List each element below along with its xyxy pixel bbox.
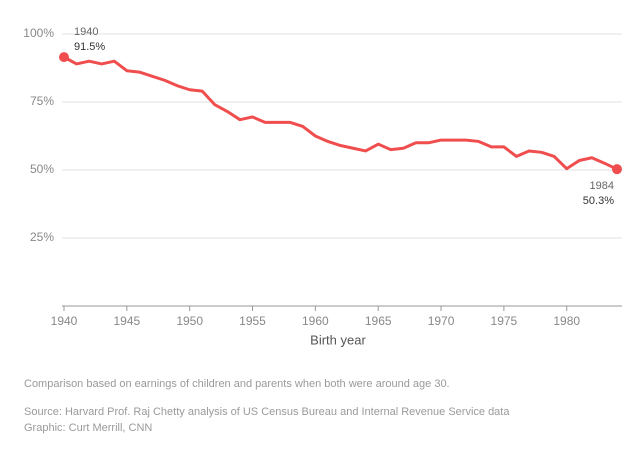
x-tick-label: 1940 (51, 314, 78, 328)
x-tick-label: 1970 (428, 314, 455, 328)
line (63, 55, 618, 171)
x-tick-label: 1955 (239, 314, 266, 328)
x-tick-label: 1960 (302, 314, 329, 328)
x-tick-label: 1950 (176, 314, 203, 328)
annotation-value: 50.3% (583, 195, 614, 207)
y-tick-label: 25% (30, 230, 54, 244)
y-tick-label: 75% (30, 94, 54, 108)
x-tick-label: 1975 (491, 314, 518, 328)
y-tick-label: 50% (30, 162, 54, 176)
annotation-value: 91.5% (74, 41, 105, 53)
source: Source: Harvard Prof. Raj Chetty analysi… (24, 406, 510, 418)
annotation-year: 1984 (590, 180, 614, 192)
end-dot (59, 52, 69, 63)
credit: Graphic: Curt Merrill, CNN (24, 422, 152, 434)
x-tick-label: 1980 (553, 314, 580, 328)
x-tick-label: 1965 (365, 314, 392, 328)
x-tick-label: 1945 (113, 314, 140, 328)
x-axis-label: Birth year (310, 332, 366, 347)
end-dot (612, 164, 622, 175)
y-tick-label: 100% (23, 26, 54, 40)
note: Comparison based on earnings of children… (24, 378, 450, 390)
annotation-year: 1940 (74, 26, 98, 38)
